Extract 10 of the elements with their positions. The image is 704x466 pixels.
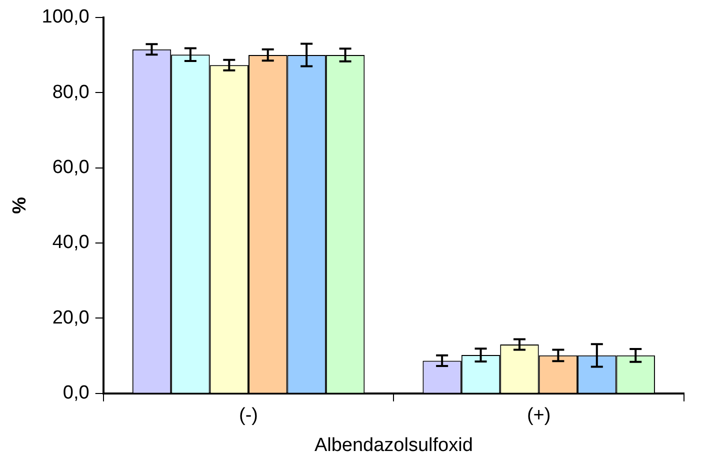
y-tick-label: 100,0: [42, 6, 90, 28]
x-tick-label: (+): [526, 405, 551, 426]
y-axis-title: %: [10, 196, 31, 214]
x-tick-label: (-): [239, 405, 258, 426]
y-tick-label: 0,0: [62, 382, 90, 404]
y-tick-label: 40,0: [52, 232, 90, 254]
y-tick-label: 60,0: [52, 157, 90, 178]
y-tick-label: 80,0: [52, 82, 90, 103]
x-axis-title: Albendazolsulfoxid: [314, 434, 473, 456]
y-tick-label: 20,0: [52, 307, 90, 328]
